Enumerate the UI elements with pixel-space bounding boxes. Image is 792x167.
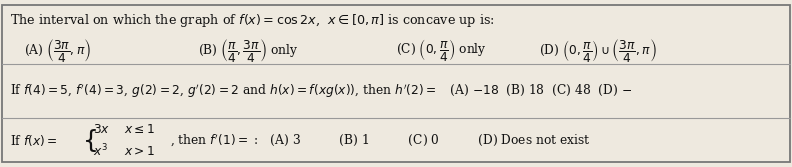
Text: (A) $\left(\dfrac{3\pi}{4},\pi\right)$: (A) $\left(\dfrac{3\pi}{4},\pi\right)$	[24, 37, 91, 64]
Text: $\{$: $\{$	[82, 127, 97, 154]
Text: If $f(x)=$: If $f(x)=$	[10, 133, 57, 148]
Text: , then $f'(1)=$ :   (A) 3          (B) 1          (C) 0          (D) Does not ex: , then $f'(1)=$ : (A) 3 (B) 1 (C) 0 (D) …	[170, 132, 591, 148]
Text: (B) $\left(\dfrac{\pi}{4},\dfrac{3\pi}{4}\right)$ only: (B) $\left(\dfrac{\pi}{4},\dfrac{3\pi}{4…	[198, 37, 299, 64]
Text: (D) $\left(0,\dfrac{\pi}{4}\right)\cup\left(\dfrac{3\pi}{4},\pi\right)$: (D) $\left(0,\dfrac{\pi}{4}\right)\cup\l…	[539, 37, 657, 64]
Text: (C) $\left(0,\dfrac{\pi}{4}\right)$ only: (C) $\left(0,\dfrac{\pi}{4}\right)$ only	[396, 37, 487, 63]
Text: $x>1$: $x>1$	[124, 145, 155, 158]
Text: The interval on which the graph of $f\left(x\right)=\cos 2x$,  $x\in\left[0,\pi\: The interval on which the graph of $f\le…	[10, 12, 494, 29]
Text: $x\leq 1$: $x\leq 1$	[124, 123, 155, 136]
Text: $3x$: $3x$	[93, 123, 110, 136]
FancyBboxPatch shape	[2, 5, 790, 162]
Text: $x^3$: $x^3$	[93, 143, 108, 159]
Text: If $f(4)=5$, $f'(4)=3$, $g(2)=2$, $g'(2)=2$ and $h(x)=f(xg(x))$, then $h'(2)=$  : If $f(4)=5$, $f'(4)=3$, $g(2)=2$, $g'(2)…	[10, 82, 631, 100]
